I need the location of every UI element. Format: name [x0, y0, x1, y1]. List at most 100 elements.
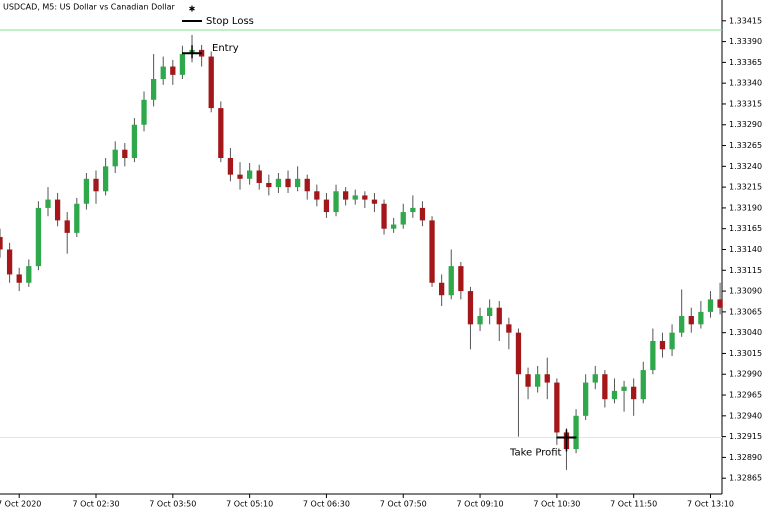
candle-body	[650, 340, 656, 371]
candle-body	[467, 291, 474, 325]
candle-body	[285, 178, 291, 188]
candle-body	[400, 212, 406, 225]
candle-body	[371, 199, 378, 204]
y-tick-label: 1.33390	[729, 37, 762, 46]
candle-body	[458, 266, 464, 292]
candle-body	[496, 307, 502, 325]
x-tick-label: 7 Oct 06:30	[303, 500, 350, 509]
candle-body	[477, 316, 483, 325]
candle-body	[583, 382, 589, 416]
candle-body	[102, 166, 109, 192]
candle-body	[160, 66, 166, 80]
candle-body	[621, 386, 627, 391]
y-tick-label: 1.33115	[729, 266, 762, 275]
candle-body	[487, 307, 493, 317]
candle-body	[141, 99, 147, 125]
candle-body	[93, 178, 99, 192]
y-tick-label: 1.33140	[729, 245, 762, 254]
y-tick-label: 1.32965	[729, 391, 762, 400]
y-tick-label: 1.33240	[729, 162, 762, 171]
candle-body	[611, 390, 618, 400]
candle-body	[688, 316, 694, 325]
y-tick-label: 1.32890	[729, 453, 762, 462]
y-tick-label: 1.33090	[729, 287, 762, 296]
y-tick-label: 1.32915	[729, 432, 762, 441]
y-tick-label: 1.33190	[729, 203, 762, 212]
y-tick-label: 1.33165	[729, 224, 762, 233]
candle-body	[16, 274, 22, 283]
y-tick-label: 1.33215	[729, 183, 762, 192]
candle-body	[659, 340, 666, 350]
candle-body	[602, 374, 608, 400]
candle-body	[573, 415, 579, 450]
y-tick-label: 1.33265	[729, 141, 762, 150]
candle-body	[640, 370, 646, 400]
x-tick-label: 7 Oct 03:50	[149, 500, 196, 509]
candle-body	[592, 374, 598, 383]
candle-body	[525, 374, 531, 387]
candle-body	[35, 207, 42, 267]
candle-body	[515, 332, 522, 375]
candle-body	[0, 237, 3, 250]
candle-body	[333, 191, 339, 213]
candle-body	[554, 382, 560, 433]
x-tick-label: 7 Oct 09:10	[457, 500, 504, 509]
marker-star: ✱	[189, 4, 196, 13]
candle-body	[179, 54, 186, 75]
candle-body	[439, 282, 445, 296]
annotation-label: Stop Loss	[206, 16, 254, 27]
candle-body	[54, 199, 61, 221]
candle-body	[352, 195, 358, 200]
candle-body	[256, 170, 262, 183]
y-tick-label: 1.33015	[729, 349, 762, 358]
candle-body	[410, 207, 416, 213]
candle-body	[304, 178, 310, 192]
x-tick-label: 7 Oct 07:50	[380, 500, 427, 509]
y-tick-label: 1.33040	[729, 328, 762, 337]
candle-body	[64, 220, 70, 233]
candle-body	[131, 124, 138, 159]
candle-body	[275, 178, 282, 188]
candle-body	[122, 149, 128, 159]
candle-body	[419, 207, 426, 221]
y-tick-label: 1.32990	[729, 370, 762, 379]
y-tick-label: 1.33415	[729, 16, 762, 25]
candle-body	[429, 220, 435, 283]
y-tick-label: 1.33315	[729, 99, 762, 108]
y-tick-label: 1.32865	[729, 474, 762, 483]
candle-body	[237, 174, 243, 179]
candle-body	[314, 191, 320, 200]
y-tick-label: 1.33290	[729, 120, 762, 129]
candle-body	[112, 149, 118, 167]
chart-title: USDCAD, M5: US Dollar vs Canadian Dollar	[3, 3, 175, 12]
x-tick-label: 7 Oct 2020	[0, 500, 41, 509]
candle-body	[26, 266, 32, 283]
candle-body	[170, 66, 176, 75]
y-tick-label: 1.32940	[729, 411, 762, 420]
candle-body	[227, 158, 234, 175]
candle-body	[535, 374, 541, 387]
candle-body	[362, 195, 368, 200]
candle-body	[631, 386, 637, 400]
candle-body	[669, 332, 675, 350]
candle-body	[323, 199, 330, 213]
candle-body	[506, 324, 512, 333]
candle-body	[208, 56, 214, 109]
candle-body	[246, 170, 253, 179]
y-tick-label: 1.33340	[729, 79, 762, 88]
candle-body	[342, 191, 349, 200]
y-tick-label: 1.33065	[729, 307, 762, 316]
candle-body	[83, 178, 90, 204]
candle-body	[45, 199, 51, 208]
annotation-label: Entry	[212, 43, 239, 54]
x-tick-label: 7 Oct 13:10	[687, 500, 734, 509]
candle-body	[150, 79, 157, 100]
candle-body	[391, 224, 397, 229]
candle-body	[448, 266, 454, 296]
candle-body	[218, 108, 224, 159]
candle-body	[544, 374, 550, 383]
candle-body	[6, 249, 13, 275]
candle-body	[698, 311, 704, 325]
